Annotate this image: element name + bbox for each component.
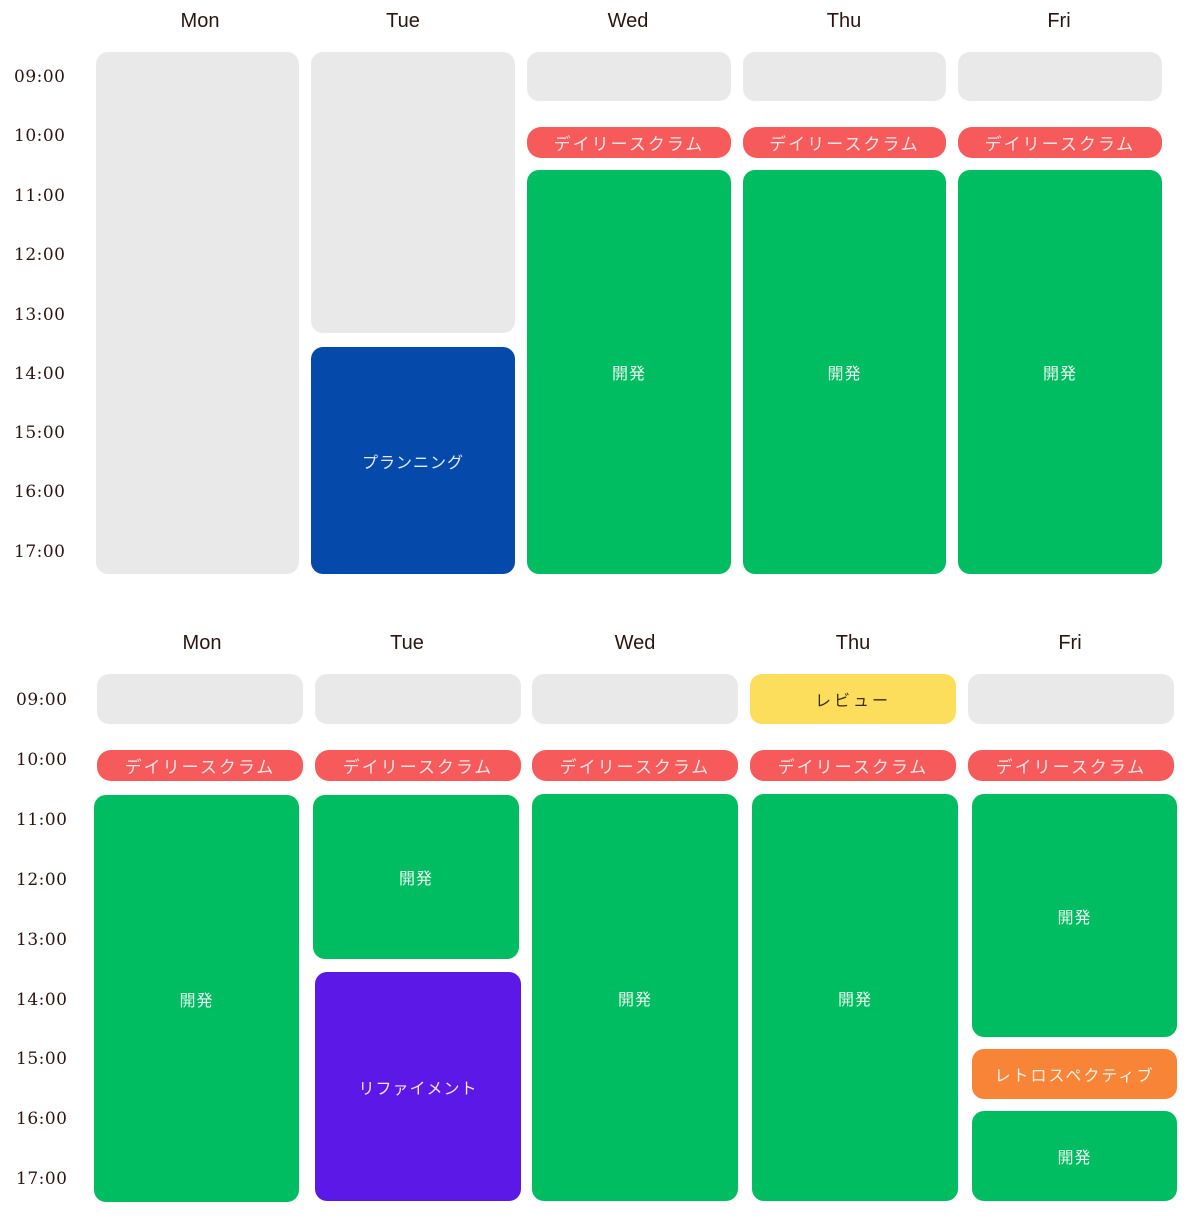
event-daily-scrum-tue[interactable]: デイリースクラム bbox=[315, 750, 521, 781]
event-label: デイリースクラム bbox=[559, 758, 711, 778]
event-development-wed[interactable]: 開発 bbox=[527, 170, 731, 574]
event-daily-scrum-wed[interactable]: デイリースクラム bbox=[532, 750, 738, 781]
event-label: デイリースクラム bbox=[984, 135, 1136, 155]
day-header-tue: Tue bbox=[386, 10, 420, 32]
event-label: プランニング bbox=[361, 452, 464, 472]
time-label: 14:00 bbox=[14, 364, 66, 384]
time-label: 09:00 bbox=[14, 67, 66, 87]
day-header-fri: Fri bbox=[1058, 632, 1082, 654]
time-label: 17:00 bbox=[14, 542, 66, 562]
time-label: 09:00 bbox=[16, 690, 68, 710]
event-development-fri-2[interactable]: 開発 bbox=[972, 1111, 1177, 1201]
event-development-wed[interactable]: 開発 bbox=[532, 794, 738, 1201]
event-daily-scrum-fri[interactable]: デイリースクラム bbox=[958, 127, 1162, 158]
event-daily-scrum-mon[interactable]: デイリースクラム bbox=[97, 750, 303, 781]
empty-slot-tue[interactable] bbox=[315, 674, 521, 724]
event-label: 開発 bbox=[617, 989, 652, 1009]
time-label: 10:00 bbox=[16, 750, 68, 770]
event-label: 開発 bbox=[1042, 364, 1077, 383]
event-label: 開発 bbox=[1057, 907, 1092, 927]
time-label: 17:00 bbox=[16, 1169, 68, 1189]
empty-slot-thu[interactable] bbox=[743, 52, 946, 101]
event-label: デイリースクラム bbox=[769, 135, 920, 155]
time-label: 13:00 bbox=[16, 930, 68, 950]
day-header-tue: Tue bbox=[390, 632, 424, 654]
day-header-mon: Mon bbox=[180, 10, 220, 32]
empty-slot-wed[interactable] bbox=[532, 674, 738, 724]
event-daily-scrum-wed[interactable]: デイリースクラム bbox=[527, 127, 731, 158]
event-label: デイリースクラム bbox=[553, 135, 705, 155]
empty-slot-wed[interactable] bbox=[527, 52, 731, 101]
calendar-week-1: Mon Tue Wed Thu Fri 09:00 10:00 11:00 12… bbox=[0, 0, 1200, 600]
event-development-tue[interactable]: 開発 bbox=[313, 795, 519, 959]
event-label: 開発 bbox=[837, 989, 872, 1009]
event-label: 開発 bbox=[179, 990, 214, 1010]
empty-slot-fri[interactable] bbox=[968, 674, 1174, 724]
time-label: 14:00 bbox=[16, 990, 68, 1010]
event-daily-scrum-fri[interactable]: デイリースクラム bbox=[968, 750, 1174, 781]
event-development-fri-1[interactable]: 開発 bbox=[972, 794, 1177, 1037]
day-header-thu: Thu bbox=[835, 632, 871, 654]
event-label: 開発 bbox=[827, 364, 862, 383]
event-review[interactable]: レビュー bbox=[750, 674, 956, 724]
day-header-mon: Mon bbox=[182, 632, 222, 654]
event-development-fri[interactable]: 開発 bbox=[958, 170, 1162, 574]
time-label: 10:00 bbox=[14, 126, 66, 146]
time-label: 15:00 bbox=[14, 423, 66, 443]
event-planning[interactable]: プランニング bbox=[311, 347, 515, 574]
event-label: デイリースクラム bbox=[995, 758, 1147, 778]
empty-slot-mon[interactable] bbox=[96, 52, 299, 574]
calendar-week-2: Mon Tue Wed Thu Fri 09:00 10:00 11:00 12… bbox=[0, 622, 1200, 1227]
event-retrospective[interactable]: レトロスペクティブ bbox=[972, 1049, 1177, 1099]
empty-slot-fri[interactable] bbox=[958, 52, 1162, 101]
event-label: デイリースクラム bbox=[342, 758, 494, 778]
event-label: レビュー bbox=[814, 691, 891, 710]
day-header-fri: Fri bbox=[1047, 10, 1071, 32]
time-label: 11:00 bbox=[14, 186, 66, 206]
event-label: 開発 bbox=[611, 364, 646, 383]
time-label: 11:00 bbox=[16, 810, 68, 830]
empty-slot-mon[interactable] bbox=[97, 674, 303, 724]
day-header-wed: Wed bbox=[607, 10, 649, 32]
event-daily-scrum-thu[interactable]: デイリースクラム bbox=[743, 127, 946, 158]
time-label: 16:00 bbox=[16, 1109, 68, 1129]
time-label: 16:00 bbox=[14, 482, 66, 502]
event-label: 開発 bbox=[1057, 1148, 1092, 1167]
time-label: 15:00 bbox=[16, 1049, 68, 1069]
empty-slot-tue[interactable] bbox=[311, 52, 515, 333]
event-label: リファイメント bbox=[358, 1078, 478, 1098]
event-development-thu[interactable]: 開発 bbox=[752, 794, 958, 1201]
day-header-thu: Thu bbox=[826, 10, 862, 32]
event-label: デイリースクラム bbox=[124, 758, 276, 778]
event-label: デイリースクラム bbox=[777, 758, 929, 778]
time-label: 12:00 bbox=[16, 870, 68, 890]
event-daily-scrum-thu[interactable]: デイリースクラム bbox=[750, 750, 956, 781]
event-development-thu[interactable]: 開発 bbox=[743, 170, 946, 574]
event-refinement[interactable]: リファイメント bbox=[315, 972, 521, 1201]
event-label: 開発 bbox=[398, 869, 433, 888]
time-label: 13:00 bbox=[14, 305, 66, 325]
day-header-wed: Wed bbox=[614, 632, 656, 654]
time-label: 12:00 bbox=[14, 245, 66, 265]
event-label: レトロスペクティブ bbox=[994, 1066, 1155, 1085]
event-development-mon[interactable]: 開発 bbox=[94, 795, 299, 1202]
